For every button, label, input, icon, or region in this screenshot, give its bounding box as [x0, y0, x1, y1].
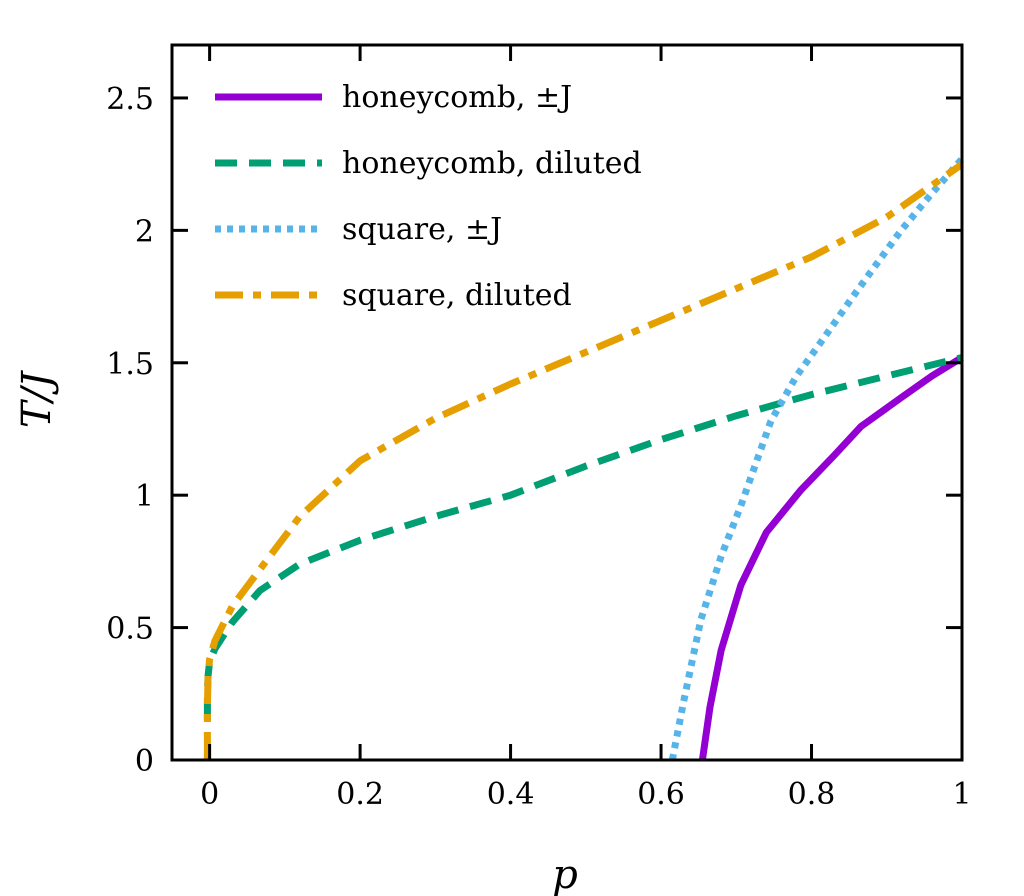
x-tick-label: 0.6 [637, 777, 685, 812]
y-tick-label: 1 [135, 479, 154, 514]
series-lines [203, 156, 965, 761]
x-tick-label: 0.8 [788, 777, 836, 812]
y-tick-label: 0.5 [106, 612, 154, 647]
legend-label-1: honeycomb, ±J [342, 80, 572, 115]
legend-label-4: square, diluted [342, 278, 572, 313]
y-tick-label: 1.5 [106, 347, 154, 382]
y-tick-label: 2.5 [106, 82, 154, 117]
x-tick-label: 0.2 [336, 777, 384, 812]
legend: honeycomb, ±J honeycomb, diluted square, ±… [215, 80, 642, 313]
x-tick-label: 0.4 [487, 777, 535, 812]
series-line-4 [203, 161, 965, 760]
ticks: 0 0.2 0.4 0.6 0.8 1 0 0.5 1 1.5 2 2.5 [106, 45, 972, 812]
y-axis-label: T/J [14, 370, 60, 428]
x-tick-label: 1 [952, 777, 971, 812]
legend-label-3: square, ±J [342, 212, 502, 247]
y-tick-label: 2 [135, 214, 154, 249]
legend-label-2: honeycomb, diluted [342, 146, 642, 181]
y-tick-label: 0 [135, 744, 154, 779]
series-line-3 [668, 156, 965, 761]
x-tick-label: 0 [200, 777, 219, 812]
series-line-1 [698, 354, 964, 761]
x-axis-label: p [552, 852, 578, 896]
series-line-2 [203, 354, 963, 721]
plot-frame [170, 43, 964, 762]
